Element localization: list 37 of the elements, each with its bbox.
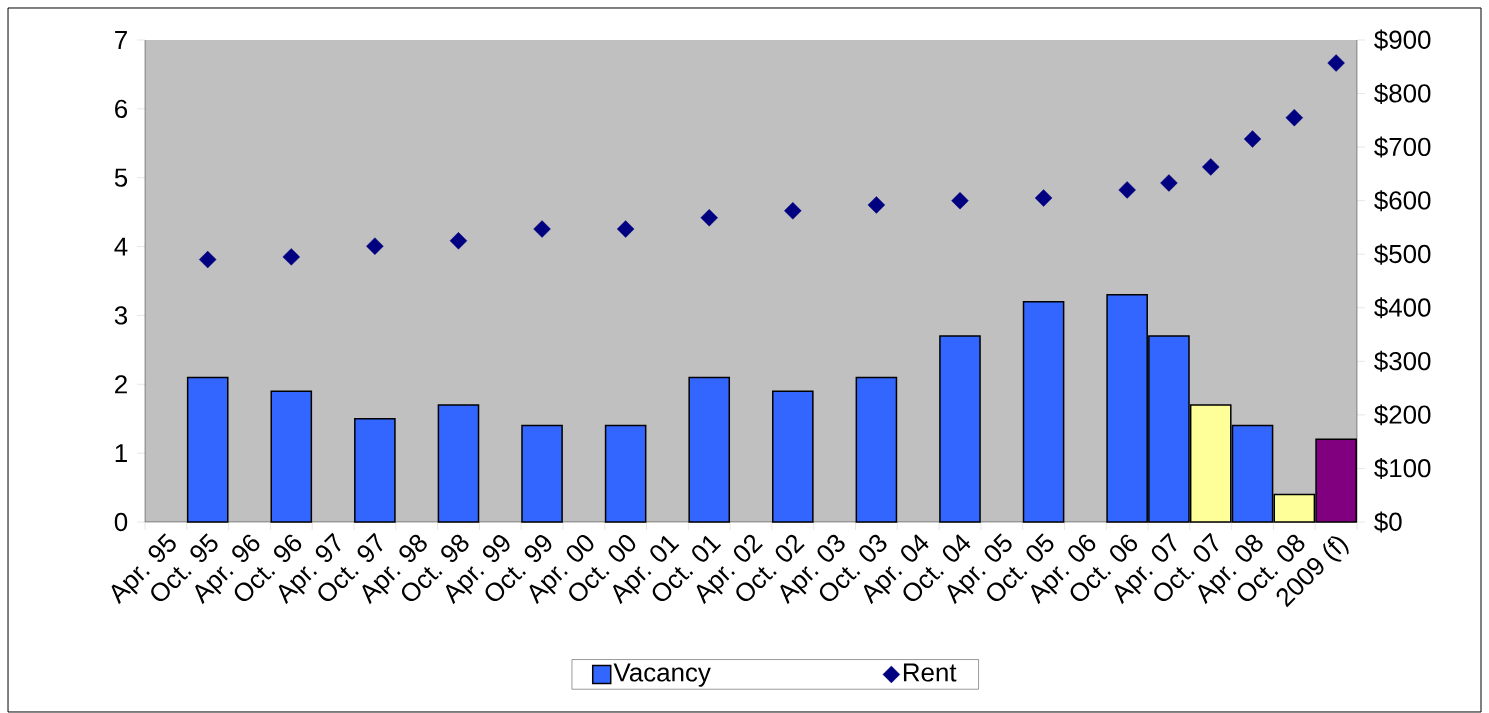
y-tick-label: 1: [115, 444, 127, 463]
point: [533, 220, 551, 238]
point: [616, 220, 635, 238]
y-tick-label: 5: [114, 168, 128, 187]
y2-tick-label: $0: [1374, 511, 1402, 533]
y2-tick-label: $600: [1374, 190, 1431, 212]
point: [1285, 108, 1304, 127]
legend-label: Rent: [903, 663, 957, 682]
point: [1160, 174, 1178, 192]
y2-tick-label: $800: [1374, 83, 1431, 105]
y-tick-label: 7: [115, 31, 127, 49]
point: [366, 237, 384, 255]
y2-tick-label: $200: [1374, 404, 1431, 426]
y2-tick-label: $100: [1374, 457, 1431, 479]
point: [951, 191, 969, 210]
y2-tick-label: $700: [1374, 136, 1431, 158]
point: [1202, 158, 1220, 176]
y2-tick-label: $300: [1374, 350, 1431, 372]
y-tick-label: 4: [114, 237, 128, 256]
y-tick-label: 0: [114, 512, 128, 532]
y2-tick-label: $900: [1374, 29, 1431, 51]
y-tick-label: 6: [115, 99, 128, 119]
point: [784, 202, 802, 220]
point: [1327, 54, 1345, 72]
point: [1243, 130, 1262, 148]
point: [449, 232, 468, 250]
point: [867, 196, 886, 214]
point: [282, 248, 300, 266]
y2-tick-label: $400: [1374, 297, 1431, 319]
point: [700, 209, 718, 227]
point: [1034, 189, 1053, 207]
point: [1118, 181, 1136, 199]
y2-tick-label: $500: [1374, 243, 1431, 265]
point: [199, 250, 217, 269]
y-tick-label: 2: [115, 375, 127, 394]
legend-label: Vacancy: [613, 663, 711, 687]
y-tick-label: 3: [114, 306, 128, 325]
